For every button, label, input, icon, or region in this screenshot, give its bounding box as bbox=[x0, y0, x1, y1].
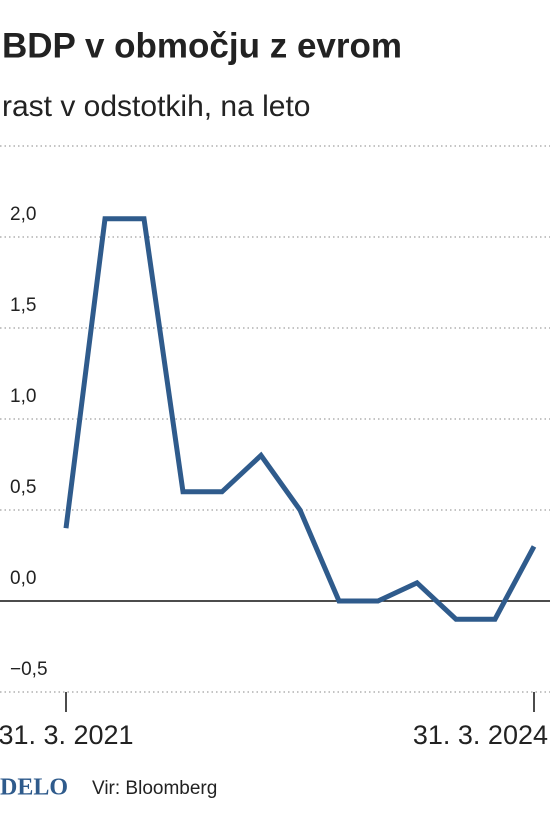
chart-subtitle: rast v odstotkih, na leto bbox=[2, 90, 311, 123]
y-tick-label: 2,0 bbox=[10, 204, 36, 225]
chart-title: BDP v območju z evrom bbox=[2, 26, 402, 65]
logo: DELO bbox=[0, 775, 68, 801]
y-tick-label: 1,0 bbox=[10, 386, 36, 407]
y-tick-label: 0,5 bbox=[10, 477, 36, 498]
line-series bbox=[63, 216, 537, 622]
x-tick-label: 31. 3. 2024 bbox=[413, 720, 548, 750]
source: Vir: Bloomberg bbox=[92, 778, 217, 799]
y-tick-label: 0,0 bbox=[10, 568, 36, 589]
x-tick-label: 31. 3. 2021 bbox=[0, 720, 134, 750]
y-tick-label: −0,5 bbox=[10, 659, 48, 680]
y-tick-label: 1,5 bbox=[10, 295, 36, 316]
